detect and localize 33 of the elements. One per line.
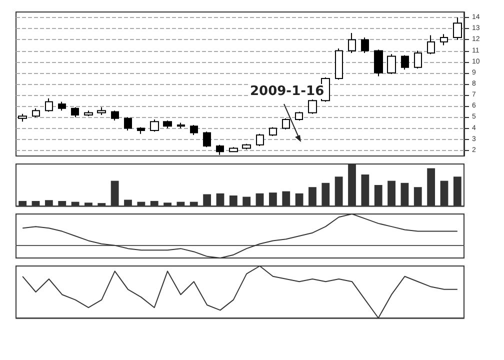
candlestick (269, 126, 277, 137)
candlestick (163, 120, 172, 129)
candlestick (58, 101, 66, 112)
candlestick (190, 124, 198, 136)
candlestick (216, 144, 224, 156)
candlestick (150, 118, 159, 132)
candlestick (295, 111, 303, 122)
candlestick (242, 143, 251, 150)
candlestick (282, 118, 290, 130)
candlestick (111, 110, 119, 122)
candlestick (335, 48, 343, 80)
candlestick (427, 34, 435, 55)
candlestick (137, 126, 145, 134)
candlestick (401, 54, 409, 70)
candlestick (97, 106, 106, 116)
candlestick (387, 54, 396, 75)
candlestick (203, 131, 211, 148)
candlestick (45, 98, 53, 112)
candlestick (229, 146, 238, 152)
candlestick (18, 113, 27, 122)
candlestick (374, 49, 383, 77)
candlestick (414, 50, 422, 69)
candlestick (348, 32, 356, 54)
candlestick (71, 106, 79, 118)
candlestick (32, 108, 40, 118)
candlestick (361, 36, 369, 54)
candlestick (440, 34, 448, 46)
annotation: 2009-1-16 (250, 84, 324, 99)
candlestick (124, 116, 132, 132)
candlestick (84, 110, 93, 117)
candlestick (256, 133, 264, 147)
candlestick (177, 122, 185, 129)
candlestick (453, 17, 462, 40)
